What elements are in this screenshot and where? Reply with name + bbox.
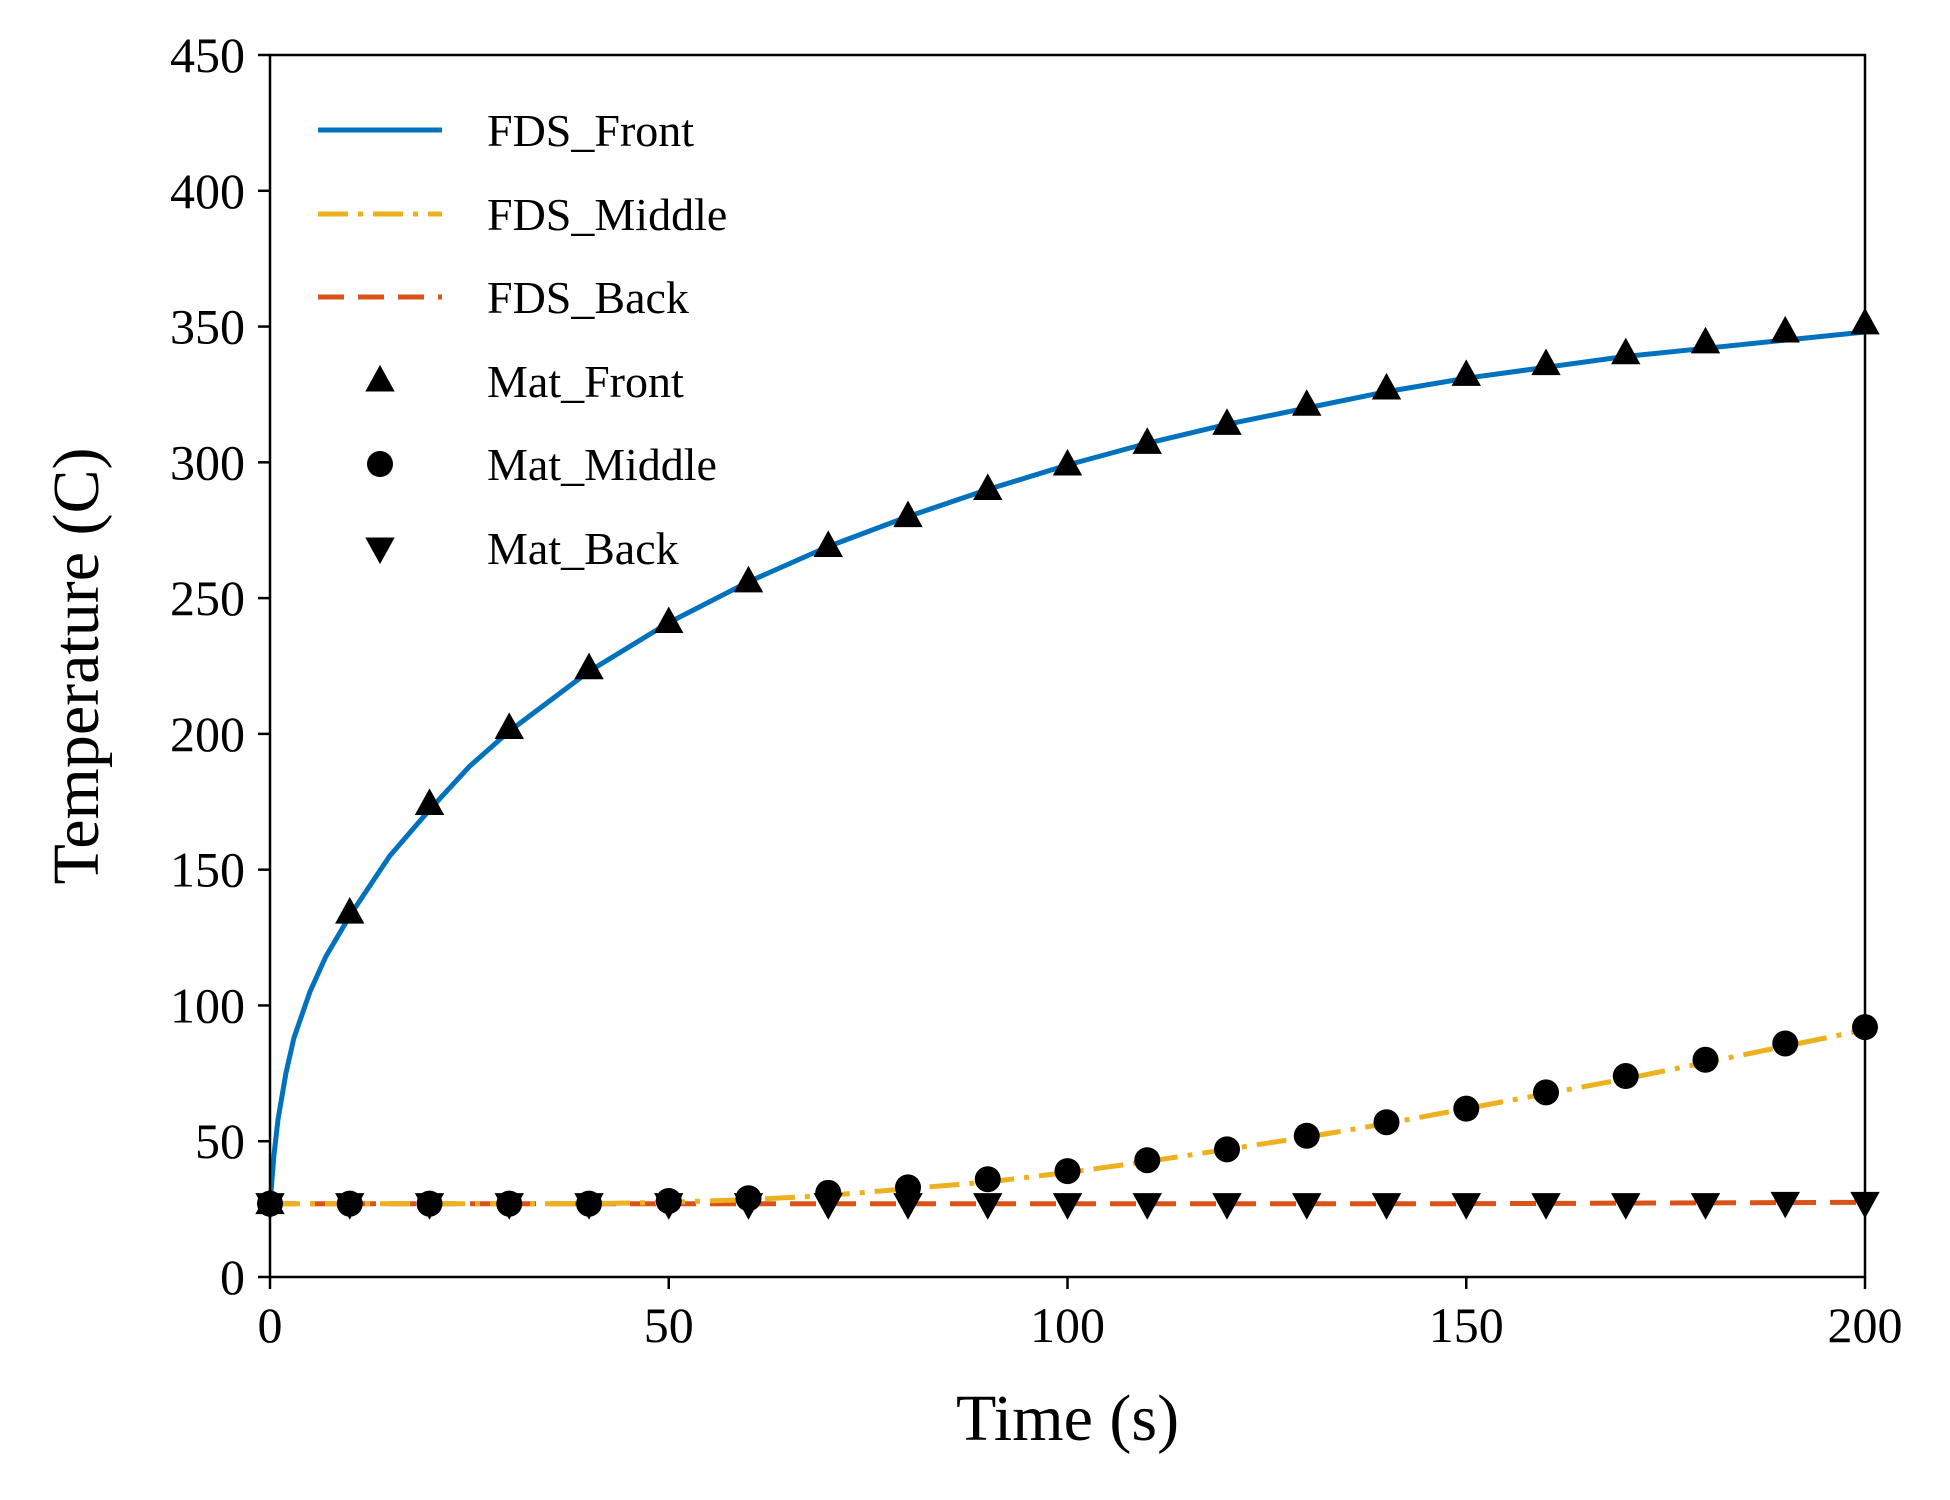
marker-mat-front [414, 788, 445, 815]
marker-mat-front [1690, 326, 1721, 354]
x-axis-ticks: 0 50 100 150 200 [258, 1277, 1903, 1353]
marker-mat-front [813, 530, 843, 558]
marker-mat-back [1212, 1193, 1242, 1220]
marker-mat-front [1052, 448, 1083, 476]
marker-mat-back [1132, 1193, 1162, 1220]
y-tick-label: 300 [170, 434, 245, 490]
legend-label-fds-middle: FDS_Middle [487, 189, 727, 240]
marker-mat-front [1770, 315, 1800, 343]
y-tick-label: 50 [195, 1113, 245, 1169]
marker-mat-back [1690, 1193, 1721, 1220]
legend: FDS_Front FDS_Middle FDS_Back Mat_Front Mat_… [318, 105, 727, 574]
marker-mat-front [654, 606, 684, 634]
marker-mat-back [893, 1193, 923, 1220]
marker-mat-back [1770, 1191, 1800, 1219]
marker-mat-front [1371, 372, 1402, 400]
y-tick-label: 200 [170, 706, 245, 762]
marker-mat-back [1611, 1193, 1641, 1220]
x-tick-label: 150 [1429, 1297, 1504, 1353]
marker-mat-back [494, 1193, 524, 1220]
marker-mat-front [893, 500, 923, 528]
marker-mat-middle [1293, 1122, 1320, 1149]
marker-mat-middle [974, 1166, 1001, 1193]
marker-mat-back [654, 1193, 684, 1220]
y-tick-label: 450 [170, 27, 245, 83]
marker-mat-middle [1612, 1063, 1639, 1090]
series-markers [255, 307, 1880, 1220]
legend-label-mat-back: Mat_Back [487, 523, 679, 574]
axes-frame [268, 53, 1867, 1279]
legend-label-fds-back: FDS_Back [487, 272, 689, 323]
x-tick-label: 100 [1030, 1297, 1105, 1353]
series-line-fds-back [270, 1199, 1865, 1207]
marker-mat-middle [1134, 1147, 1161, 1174]
marker-mat-front [1292, 389, 1322, 416]
marker-mat-front [1611, 337, 1641, 365]
marker-mat-front [335, 897, 365, 924]
marker-mat-middle [1453, 1095, 1480, 1122]
marker-mat-middle [1772, 1030, 1799, 1057]
marker-mat-middle [1214, 1136, 1240, 1163]
marker-mat-back [1531, 1193, 1561, 1220]
marker-mat-front [1132, 427, 1162, 454]
marker-mat-front [1451, 359, 1481, 386]
x-tick-label: 200 [1828, 1297, 1903, 1353]
marker-mat-middle [1054, 1158, 1081, 1185]
y-tick-label: 0 [220, 1249, 245, 1305]
legend-label-mat-middle: Mat_Middle [487, 439, 717, 490]
legend-label-mat-front: Mat_Front [487, 356, 684, 407]
marker-mat-back [1292, 1193, 1322, 1220]
marker-mat-front [973, 473, 1003, 500]
x-axis-label: Time (s) [956, 1382, 1179, 1455]
marker-mat-back [335, 1193, 365, 1220]
marker-mat-front [574, 652, 604, 680]
marker-mat-back [1451, 1193, 1481, 1220]
marker-mat-back [973, 1193, 1003, 1220]
legend-handle-mat-middle [367, 451, 393, 477]
legend-handle-mat-front [365, 364, 395, 392]
y-axis-ticks: 0 50 100 150 200 250 300 350 400 450 [170, 27, 270, 1305]
marker-mat-front [1212, 408, 1242, 435]
y-tick-label: 400 [170, 163, 245, 219]
marker-mat-middle [1373, 1109, 1400, 1136]
marker-mat-middle [1533, 1079, 1559, 1106]
marker-mat-back [1052, 1193, 1083, 1220]
marker-mat-back [813, 1193, 843, 1220]
x-tick-label: 0 [258, 1297, 283, 1353]
y-tick-label: 150 [170, 842, 245, 898]
marker-mat-front [1531, 348, 1561, 376]
marker-mat-front [733, 565, 764, 593]
marker-mat-middle [1692, 1046, 1719, 1073]
x-tick-label: 50 [644, 1297, 694, 1353]
y-tick-label: 100 [170, 977, 245, 1033]
legend-handle-mat-back [365, 537, 395, 565]
marker-mat-back [1371, 1193, 1402, 1220]
y-tick-label: 350 [170, 299, 245, 355]
marker-mat-back [574, 1193, 604, 1220]
y-tick-label: 250 [170, 570, 245, 626]
marker-mat-front [494, 712, 524, 739]
marker-mat-back [733, 1193, 764, 1220]
plot-area [255, 307, 1880, 1220]
legend-label-fds-front: FDS_Front [487, 105, 694, 156]
y-axis-label: Temperature (C) [40, 448, 113, 885]
marker-mat-back [414, 1193, 445, 1220]
